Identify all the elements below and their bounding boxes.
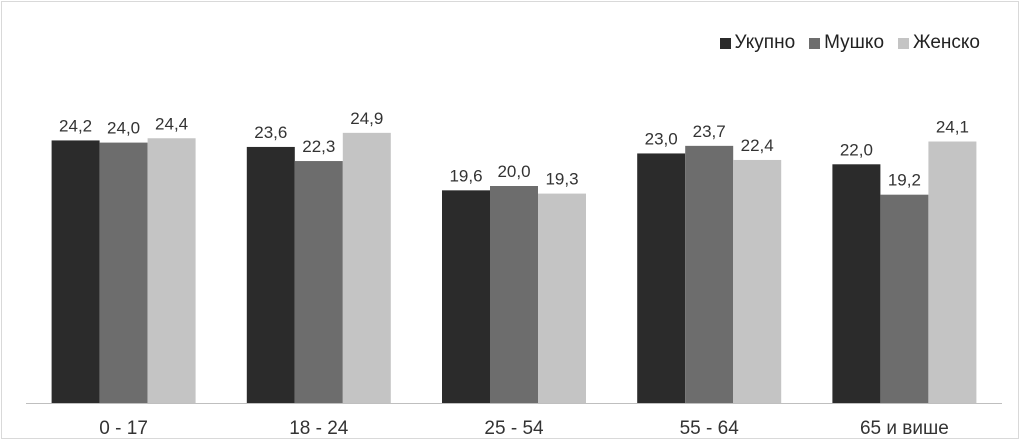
value-label-3-1: 24,4 [155, 114, 188, 133]
value-label-1-2: 23,6 [254, 123, 287, 142]
value-label-3-4: 22,4 [741, 136, 774, 155]
bar-3-2 [342, 132, 391, 403]
bar-3-3 [538, 193, 586, 403]
bar-2-5 [880, 194, 929, 403]
value-labels-group: 24,2 24,0 24,4 23,6 22,3 24,9 19,6 20,0 19,3 23,0… [59, 109, 969, 190]
bar-2-3 [490, 186, 538, 403]
bar-2-1 [99, 142, 148, 403]
x-tick-labels-group: 0 - 17 18 - 24 25 - 54 55 - 64 65 и више [99, 418, 949, 439]
legend-swatch-total [719, 37, 731, 49]
legend-item-female: Женско [898, 32, 980, 54]
bar-1-3 [442, 190, 490, 403]
bar-1-2 [246, 146, 295, 403]
legend: Укупно Мушко Женско [719, 32, 980, 54]
value-label-2-2: 22,3 [302, 137, 335, 156]
legend-label-female: Женско [913, 32, 980, 53]
value-label-1-1: 24,2 [59, 116, 92, 135]
legend-item-total: Укупно [719, 32, 796, 54]
value-label-3-5: 24,1 [936, 118, 969, 137]
legend-swatch-female [898, 37, 910, 49]
bar-1-4 [637, 153, 686, 403]
value-label-1-4: 23,0 [645, 129, 678, 148]
x-tick-label-2: 18 - 24 [289, 418, 349, 439]
legend-label-total: Укупно [734, 32, 796, 53]
x-tick-label-3: 25 - 54 [484, 418, 544, 439]
bar-2-4 [685, 145, 734, 404]
bar-2-2 [294, 161, 343, 403]
value-label-1-3: 19,6 [449, 166, 482, 185]
legend-item-male: Мушко [809, 32, 884, 54]
value-label-2-4: 23,7 [693, 122, 726, 141]
value-label-3-2: 24,9 [350, 109, 383, 128]
legend-label-male: Мушко [824, 32, 885, 53]
bar-3-4 [733, 159, 782, 403]
value-label-2-3: 20,0 [497, 162, 530, 181]
bar-1-5 [832, 164, 881, 403]
bar-3-1 [147, 138, 196, 403]
bars-group [51, 132, 977, 404]
value-label-2-1: 24,0 [107, 119, 140, 138]
bar-1-1 [51, 140, 100, 403]
value-label-1-5: 22,0 [840, 140, 873, 159]
x-tick-label-1: 0 - 17 [99, 418, 148, 439]
legend-swatch-male [809, 37, 821, 49]
x-tick-label-5: 65 и више [860, 418, 949, 439]
bar-3-5 [928, 141, 977, 403]
x-tick-label-4: 55 - 64 [680, 418, 740, 439]
value-label-2-5: 19,2 [888, 171, 921, 190]
value-label-3-3: 19,3 [545, 170, 578, 189]
